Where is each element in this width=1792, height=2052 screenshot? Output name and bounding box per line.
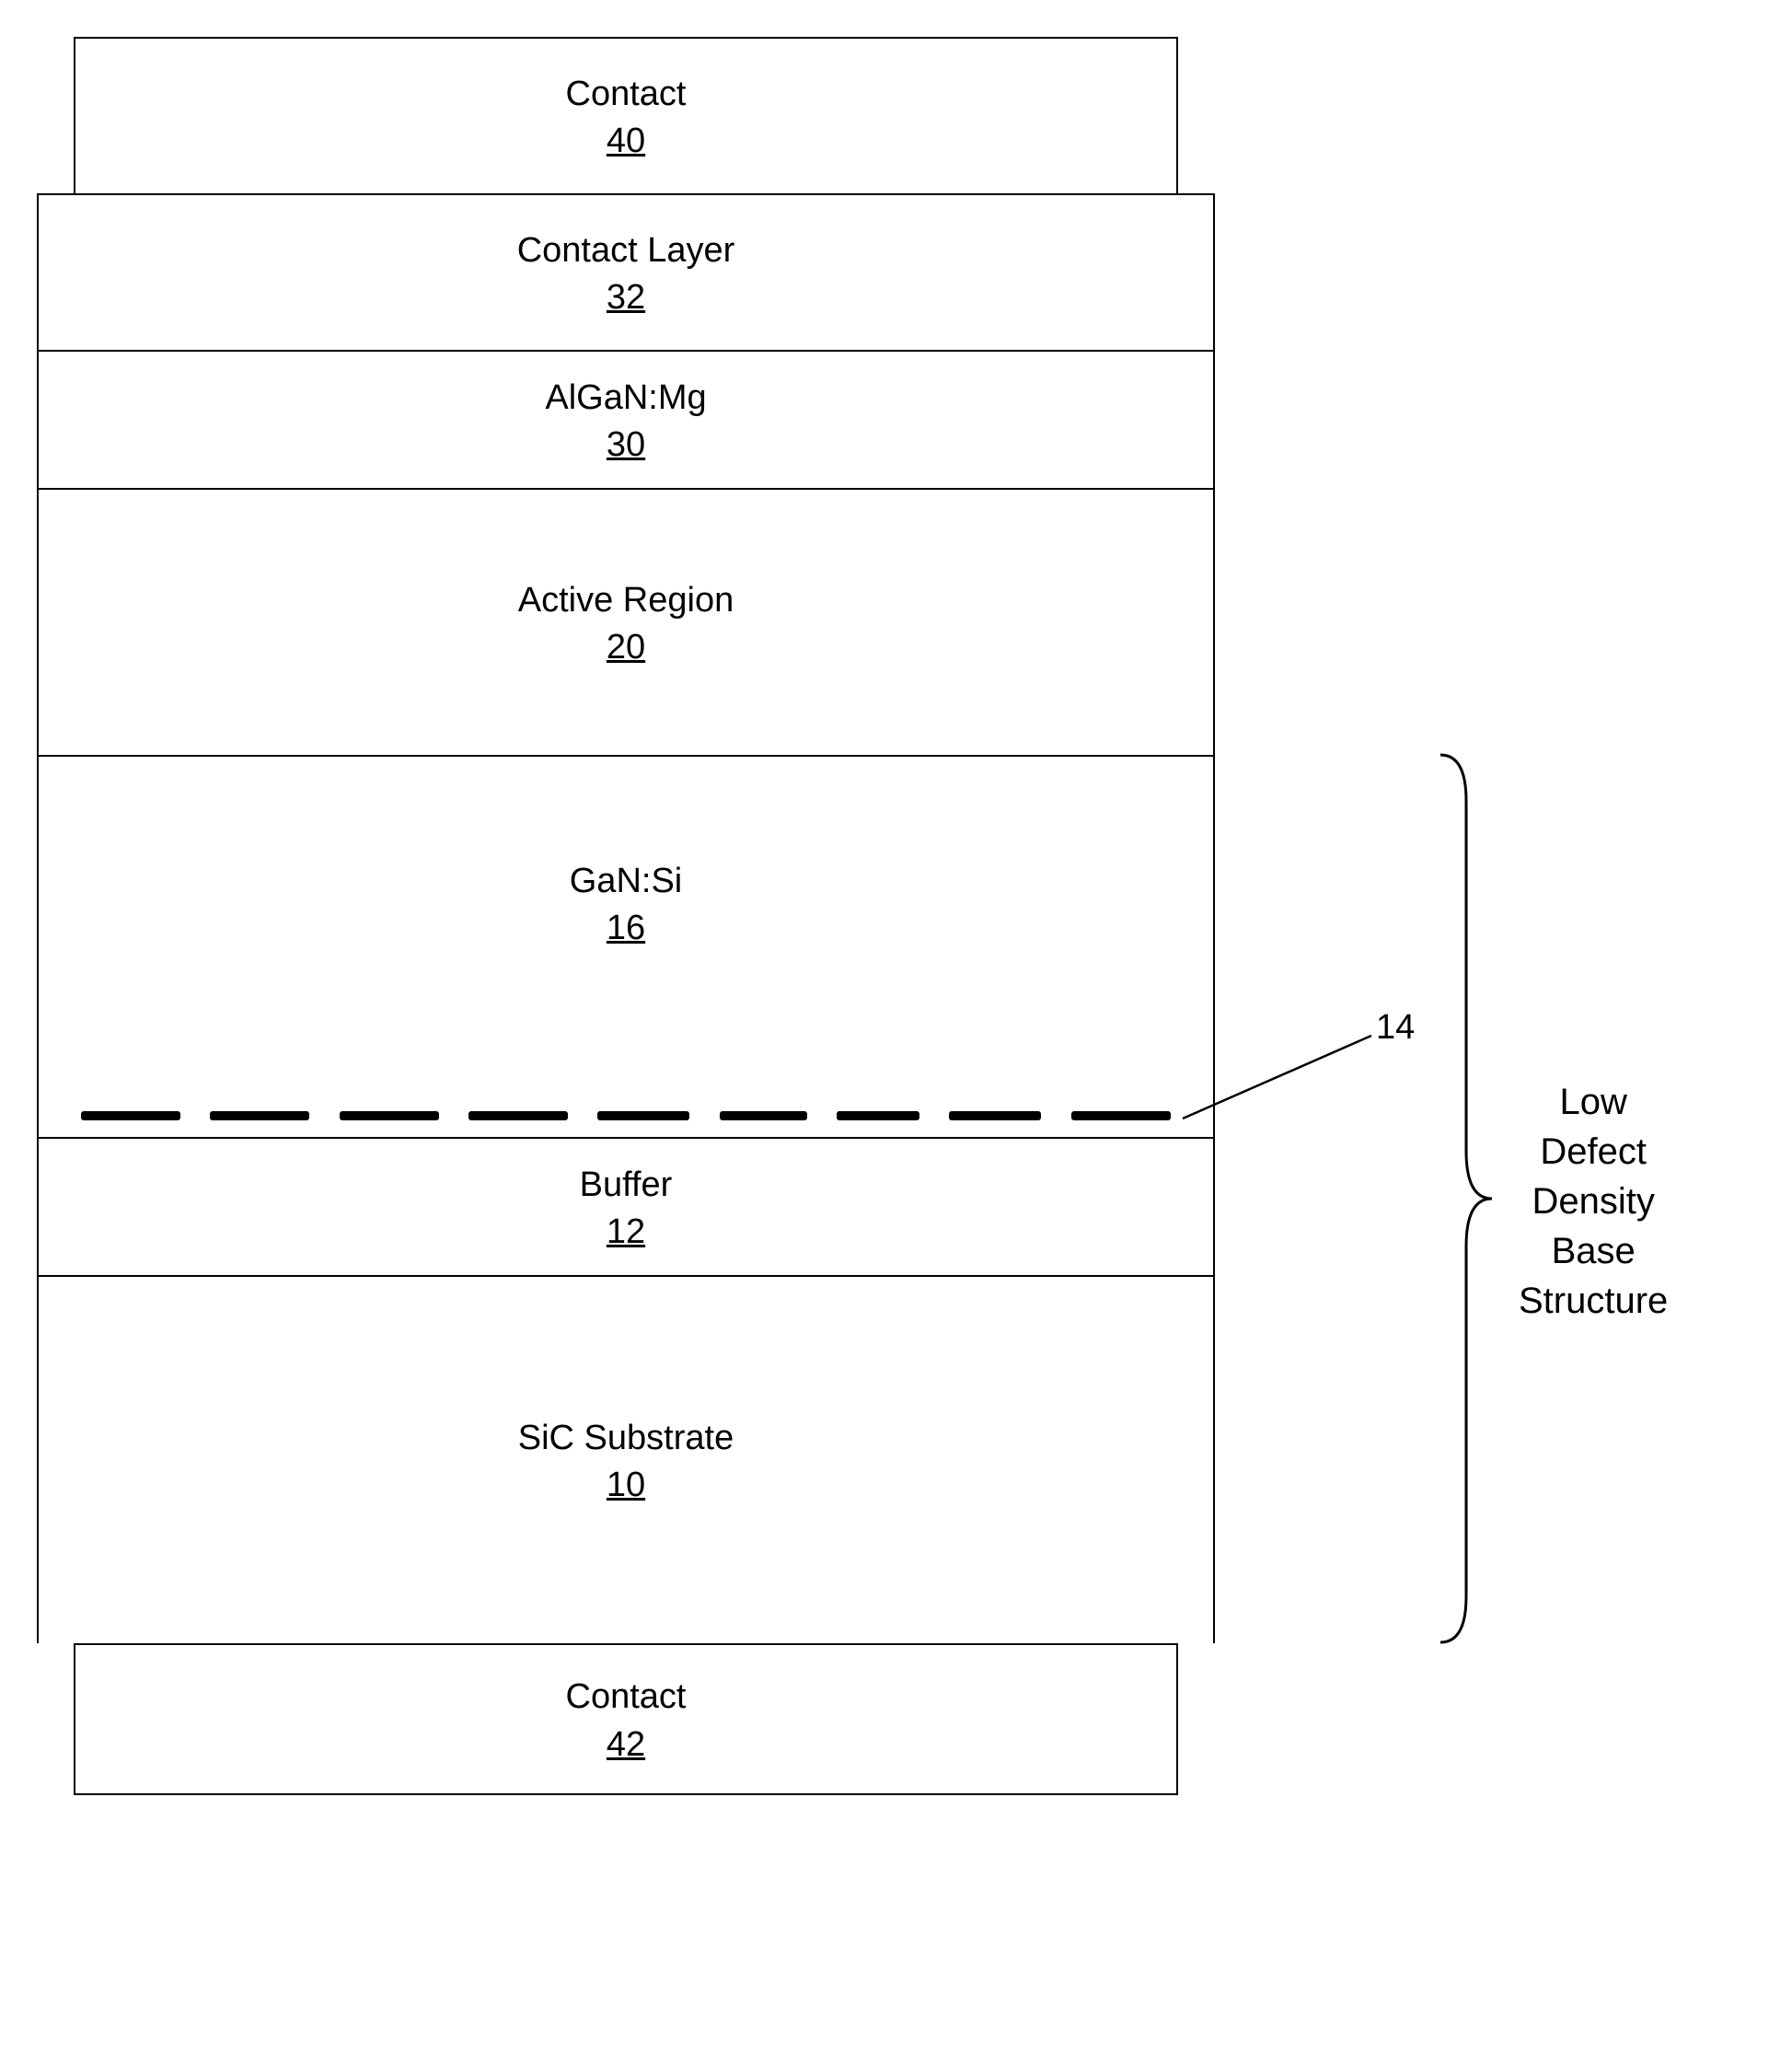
layer-label: GaN:Si (570, 858, 682, 905)
layer-label: AlGaN:Mg (545, 375, 706, 422)
mask-segment (837, 1111, 919, 1120)
layer-buffer: Buffer 12 (37, 1137, 1215, 1275)
mask-segment (949, 1111, 1041, 1120)
layer-label: Buffer (580, 1162, 673, 1209)
layer-contact-top: Contact 40 (74, 37, 1178, 193)
mask-segment (81, 1111, 180, 1120)
layer-label: Contact (566, 71, 687, 118)
layer-label: Contact (566, 1674, 687, 1721)
mask-row (39, 1111, 1213, 1120)
layer-contact-bottom: Contact 42 (74, 1643, 1178, 1795)
layer-label: SiC Substrate (518, 1415, 734, 1462)
brace-label-line: Low (1519, 1077, 1668, 1127)
layer-algan: AlGaN:Mg 30 (37, 350, 1215, 488)
layer-ref: 10 (607, 1466, 645, 1505)
layer-ref: 12 (607, 1212, 645, 1252)
layer-gan: GaN:Si 16 (37, 755, 1215, 1137)
brace-label-line: Defect (1519, 1127, 1668, 1177)
ref-14-text: 14 (1376, 1008, 1415, 1048)
mask-segment (468, 1111, 568, 1120)
brace-label-line: Density (1519, 1177, 1668, 1226)
layer-ref: 20 (607, 628, 645, 667)
brace-icon (1440, 755, 1496, 1648)
layer-ref: 40 (607, 122, 645, 161)
layer-label: Contact Layer (517, 227, 735, 274)
mask-segment (1071, 1111, 1171, 1120)
layer-label: Active Region (518, 577, 734, 624)
layer-ref: 16 (607, 909, 645, 948)
diagram-wrapper: Contact 40 Contact Layer 32 AlGaN:Mg 30 … (37, 37, 1755, 1795)
brace-label-line: Structure (1519, 1276, 1668, 1326)
layer-ref: 42 (607, 1725, 645, 1765)
layer-substrate: SiC Substrate 10 (37, 1275, 1215, 1643)
brace-label-line: Base (1519, 1226, 1668, 1276)
layer-ref: 32 (607, 278, 645, 318)
mask-segment (340, 1111, 439, 1120)
mask-segment (597, 1111, 689, 1120)
mask-segment (210, 1111, 309, 1120)
brace-label: Low Defect Density Base Structure (1519, 1077, 1668, 1326)
layer-contact-layer: Contact Layer 32 (37, 193, 1215, 350)
layer-stack: Contact 40 Contact Layer 32 AlGaN:Mg 30 … (37, 37, 1215, 1795)
mask-segment (720, 1111, 807, 1120)
layer-ref: 30 (607, 425, 645, 465)
layer-active-region: Active Region 20 (37, 488, 1215, 755)
